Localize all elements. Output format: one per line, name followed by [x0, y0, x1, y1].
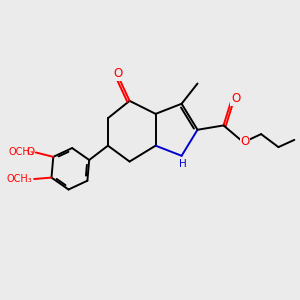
Text: O: O	[26, 147, 34, 157]
Text: O: O	[113, 67, 123, 80]
Text: OCH₃: OCH₃	[9, 147, 34, 157]
Text: H: H	[179, 160, 187, 170]
Text: H: H	[179, 160, 187, 170]
Text: O: O	[231, 92, 241, 105]
Text: O: O	[241, 135, 250, 148]
Text: OCH₃: OCH₃	[7, 174, 33, 184]
Text: O: O	[241, 135, 250, 148]
Text: O: O	[231, 92, 241, 105]
Text: O: O	[113, 67, 123, 80]
